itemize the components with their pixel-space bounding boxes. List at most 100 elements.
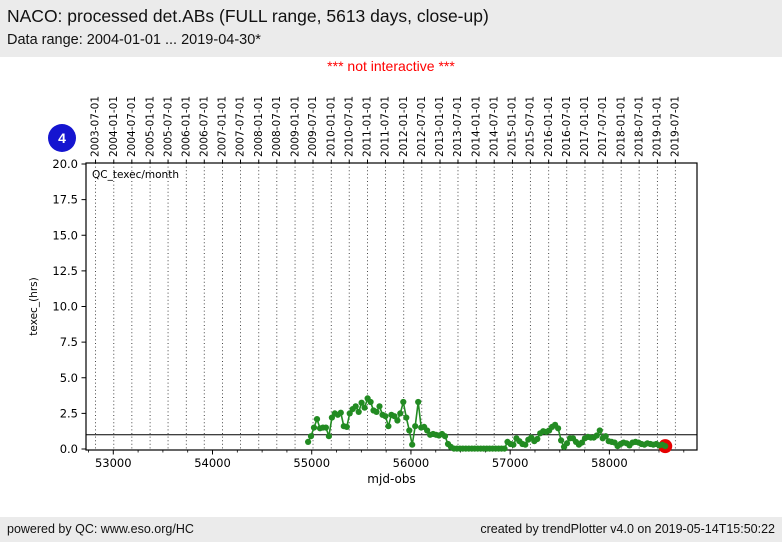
data-point bbox=[391, 413, 398, 420]
data-point bbox=[424, 427, 431, 434]
not-interactive-notice: *** not interactive *** bbox=[327, 58, 455, 74]
date-tick-label: 2015-01-01 bbox=[507, 96, 519, 157]
data-point bbox=[522, 441, 529, 448]
date-tick-label: 2012-07-01 bbox=[416, 96, 428, 157]
date-tick-label: 2010-01-01 bbox=[325, 96, 337, 157]
data-point bbox=[367, 398, 374, 406]
date-tick-label: 2018-07-01 bbox=[633, 96, 645, 157]
data-point bbox=[355, 408, 362, 415]
date-tick-label: 2007-07-01 bbox=[235, 96, 247, 157]
x-tick-label: 54000 bbox=[194, 456, 231, 470]
date-tick-label: 2008-01-01 bbox=[253, 96, 265, 157]
date-tick-label: 2018-01-01 bbox=[615, 96, 627, 157]
footer-powered-by-link[interactable]: powered by QC: www.eso.org/HC bbox=[7, 522, 194, 536]
data-point bbox=[397, 410, 404, 417]
date-tick-label: 2017-01-01 bbox=[579, 96, 591, 157]
data-point bbox=[602, 433, 609, 440]
x-tick-label: 56000 bbox=[393, 456, 430, 470]
data-point bbox=[441, 433, 449, 440]
date-tick-label: 2006-01-01 bbox=[181, 96, 193, 157]
data-point bbox=[400, 398, 407, 406]
data-point bbox=[385, 423, 392, 430]
data-point bbox=[403, 414, 410, 421]
data-point bbox=[415, 398, 422, 406]
y-tick-label: 7.5 bbox=[60, 335, 78, 349]
data-point bbox=[406, 427, 413, 434]
data-point bbox=[563, 440, 571, 447]
date-tick-label: 2019-07-01 bbox=[670, 96, 682, 157]
data-point bbox=[662, 443, 669, 450]
data-point bbox=[382, 413, 389, 420]
footer: powered by QC: www.eso.org/HC created by… bbox=[0, 517, 782, 542]
data-point bbox=[322, 424, 329, 431]
plot-inner-title: QC_texec/month bbox=[92, 169, 179, 181]
page-title: NACO: processed det.ABs (FULL range, 561… bbox=[7, 6, 489, 26]
y-tick-label: 5.0 bbox=[60, 371, 78, 385]
date-tick-label: 2019-01-01 bbox=[652, 96, 664, 157]
data-point bbox=[376, 403, 383, 410]
data-point bbox=[307, 433, 315, 440]
date-tick-label: 2003-07-01 bbox=[90, 96, 102, 157]
data-point bbox=[394, 417, 401, 424]
plot-number-badge[interactable]: 4 bbox=[48, 124, 76, 152]
date-tick-label: 2010-07-01 bbox=[343, 96, 355, 157]
y-tick-label: 17.5 bbox=[52, 193, 78, 207]
data-point bbox=[409, 441, 416, 448]
data-point bbox=[596, 427, 603, 434]
data-point bbox=[352, 403, 359, 410]
date-tick-label: 2014-01-01 bbox=[470, 96, 482, 157]
data-point bbox=[325, 433, 332, 440]
date-tick-label: 2009-07-01 bbox=[307, 96, 319, 157]
y-tick-label: 20.0 bbox=[52, 157, 78, 171]
date-tick-label: 2006-07-01 bbox=[198, 96, 210, 157]
date-tick-label: 2005-01-01 bbox=[144, 96, 156, 157]
data-point bbox=[310, 424, 318, 431]
date-tick-label: 2004-01-01 bbox=[108, 96, 120, 157]
y-tick-label: 15.0 bbox=[52, 228, 78, 242]
data-point bbox=[412, 423, 419, 430]
date-tick-label: 2007-01-01 bbox=[217, 96, 229, 157]
x-tick-label: 58000 bbox=[591, 456, 628, 470]
data-point bbox=[534, 435, 541, 443]
date-tick-label: 2013-01-01 bbox=[434, 96, 446, 157]
date-tick-label: 2014-07-01 bbox=[488, 96, 500, 157]
data-point bbox=[501, 445, 508, 452]
data-point bbox=[313, 416, 321, 423]
date-tick-label: 2012-01-01 bbox=[398, 96, 410, 157]
date-tick-label: 2004-07-01 bbox=[126, 96, 138, 157]
date-tick-label: 2008-07-01 bbox=[271, 96, 283, 157]
header: NACO: processed det.ABs (FULL range, 561… bbox=[0, 0, 782, 57]
plot-frame bbox=[85, 162, 698, 451]
date-tick-label: 2011-01-01 bbox=[362, 96, 374, 157]
data-point bbox=[558, 437, 565, 444]
data-range-subtitle: Data range: 2004-01-01 ... 2019-04-30* bbox=[7, 32, 261, 48]
data-point bbox=[555, 425, 562, 432]
x-tick-label: 57000 bbox=[492, 456, 529, 470]
x-axis-label: mjd-obs bbox=[367, 472, 415, 486]
data-point bbox=[305, 438, 312, 445]
date-tick-label: 2016-01-01 bbox=[543, 96, 555, 157]
data-point bbox=[510, 441, 517, 448]
data-point bbox=[337, 409, 344, 416]
footer-created-by: created by trendPlotter v4.0 on 2019-05-… bbox=[480, 522, 775, 536]
data-point bbox=[358, 399, 365, 406]
y-tick-label: 12.5 bbox=[52, 264, 78, 278]
data-point bbox=[578, 439, 586, 446]
date-tick-label: 2017-07-01 bbox=[597, 96, 609, 157]
date-tick-label: 2013-07-01 bbox=[452, 96, 464, 157]
y-tick-label: 10.0 bbox=[52, 300, 78, 314]
data-point bbox=[346, 410, 353, 417]
x-tick-label: 53000 bbox=[95, 456, 132, 470]
data-point bbox=[593, 432, 600, 439]
y-tick-label: 0.0 bbox=[60, 442, 78, 456]
y-tick-label: 2.5 bbox=[60, 406, 78, 420]
date-tick-label: 2005-07-01 bbox=[162, 96, 174, 157]
data-point bbox=[373, 408, 380, 415]
date-tick-label: 2011-07-01 bbox=[380, 96, 392, 157]
data-point bbox=[343, 423, 350, 430]
date-tick-label: 2016-07-01 bbox=[561, 96, 573, 157]
data-point bbox=[361, 404, 368, 411]
x-tick-label: 55000 bbox=[293, 456, 330, 470]
